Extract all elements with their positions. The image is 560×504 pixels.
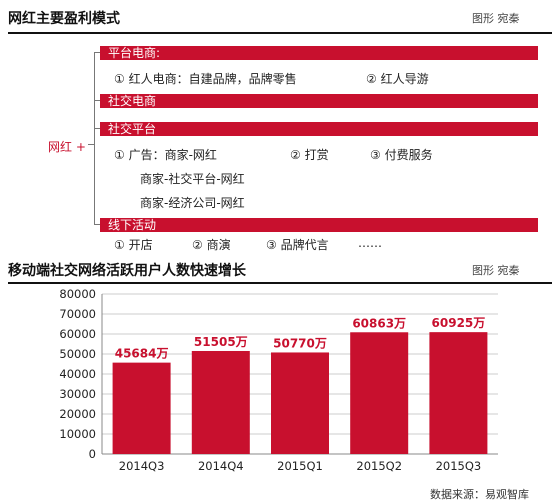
social-platform-item-1: ① 广告：商家-网红	[114, 148, 217, 162]
social-platform-item-2: ② 打赏	[290, 148, 329, 162]
bar-value-label: 45684万	[115, 347, 169, 361]
offline-item-1: ① 开店	[114, 238, 153, 252]
y-tick-label: 10000	[59, 427, 96, 441]
tree-tick-social-platform	[94, 128, 100, 129]
branch-label-social-commerce: 社交电商	[108, 94, 157, 108]
branch-bar-platform: 平台电商:	[100, 46, 538, 60]
section1-credit: 图形 宛秦	[472, 12, 520, 25]
bar	[191, 350, 250, 454]
bar	[350, 332, 409, 454]
branch-bar-social-commerce: 社交电商	[100, 94, 538, 108]
tree-tick-social-commerce	[94, 100, 100, 101]
data-source: 数据来源：易观智库	[430, 488, 529, 501]
branch-label-social-platform: 社交平台	[108, 122, 157, 136]
tree-bracket	[94, 52, 95, 224]
social-platform-item-3: ③ 付费服务	[370, 148, 433, 162]
section1-rule	[8, 32, 552, 34]
tree-root-tick	[88, 144, 95, 145]
section2-credit: 图形 宛秦	[472, 264, 520, 277]
tree-tick-platform	[94, 52, 100, 53]
branch-label-platform: 平台电商:	[108, 46, 161, 60]
root-label: 网红 +	[48, 140, 86, 154]
branch-bar-social-platform: 社交平台	[100, 122, 538, 136]
y-tick-label: 60000	[59, 327, 96, 341]
bar-value-label: 50770万	[273, 336, 327, 350]
y-tick-label: 20000	[59, 407, 96, 421]
x-tick-label: 2014Q4	[198, 459, 244, 473]
y-tick-label: 70000	[59, 307, 96, 321]
platform-item-1: ① 红人电商：自建品牌，品牌零售	[114, 72, 297, 86]
bar-chart: 0 10000 20000 30000 40000 50000 60000 70000 8000…	[59, 287, 498, 473]
section2-rule	[8, 282, 552, 284]
branch-label-offline: 线下活动	[108, 218, 157, 232]
offline-item-3: ③ 品牌代言	[266, 238, 329, 252]
y-tick-label: 30000	[59, 387, 96, 401]
x-tick-label: 2015Q3	[436, 459, 482, 473]
x-tick-label: 2014Q3	[119, 459, 165, 473]
branch-bar-offline: 线下活动	[100, 218, 538, 232]
bar	[271, 352, 329, 454]
social-platform-item-5: 商家-经济公司-网红	[140, 196, 245, 210]
section2-title: 移动端社交网络活跃用户人数快速增长	[8, 263, 246, 279]
y-tick-label: 80000	[59, 287, 96, 301]
bar-value-label: 51505万	[194, 335, 248, 349]
x-tick-label: 2015Q2	[356, 459, 402, 473]
bar-value-label: 60863万	[352, 316, 406, 330]
bar	[429, 332, 488, 454]
bar-value-label: 60925万	[432, 316, 486, 330]
section1-title: 网红主要盈利模式	[8, 11, 120, 27]
social-platform-item-4: 商家-社交平台-网红	[140, 172, 245, 186]
y-tick-label: 50000	[59, 347, 96, 361]
offline-item-4: ……	[358, 236, 382, 250]
platform-item-2: ② 红人导游	[366, 72, 429, 86]
y-tick-label: 0	[89, 447, 96, 461]
bar	[112, 362, 171, 454]
y-tick-label: 40000	[59, 367, 96, 381]
x-tick-label: 2015Q1	[277, 459, 323, 473]
tree-tick-offline	[94, 224, 100, 225]
offline-item-2: ② 商演	[192, 238, 231, 252]
